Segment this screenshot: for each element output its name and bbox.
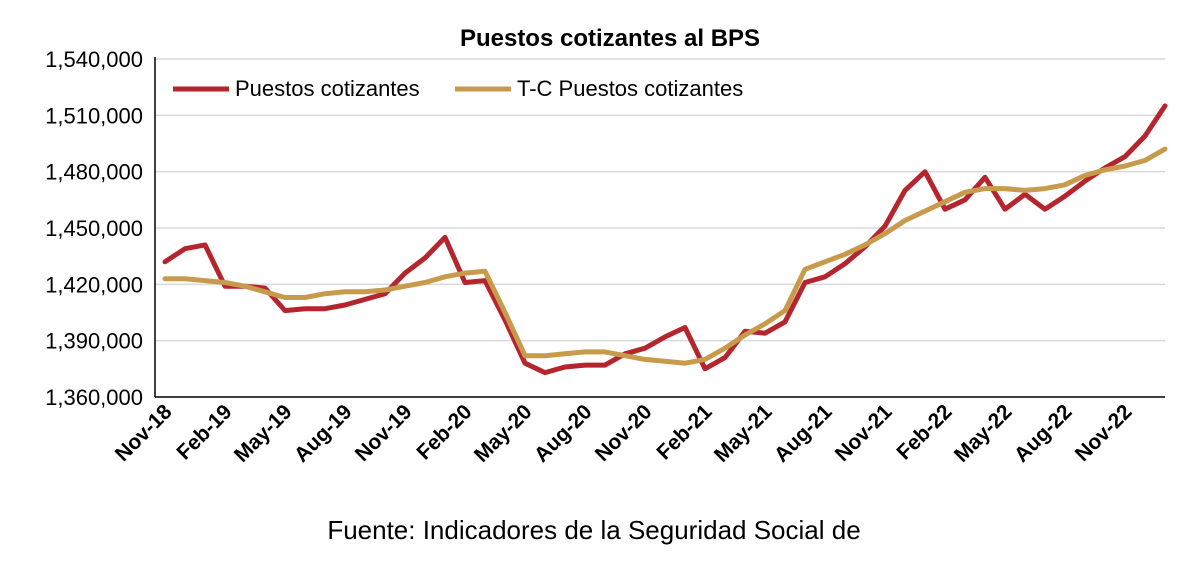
axes bbox=[154, 57, 1165, 398]
y-axis-ticks: 1,360,000 1,390,000 1,420,000 1,450,000 1,48… bbox=[45, 47, 143, 410]
source-note: Fuente: Indicadores de la Seguridad Soci… bbox=[327, 515, 861, 545]
legend-label: T-C Puestos cotizantes bbox=[517, 76, 743, 101]
x-tick-label: Feb-22 bbox=[892, 400, 956, 464]
x-tick-label: May-22 bbox=[950, 400, 1017, 467]
y-tick-label: 1,480,000 bbox=[45, 160, 143, 185]
x-tick-label: Aug-21 bbox=[770, 400, 837, 467]
x-tick-label: Nov-19 bbox=[351, 400, 417, 466]
gridlines bbox=[155, 58, 1165, 342]
y-tick-label: 1,450,000 bbox=[45, 216, 143, 241]
series-line-2 bbox=[162, 146, 1168, 366]
y-tick-label: 1,540,000 bbox=[45, 47, 143, 72]
x-tick-label: May-19 bbox=[230, 400, 297, 467]
y-tick-label: 1,360,000 bbox=[45, 385, 143, 410]
x-axis-ticks: Nov-18Feb-19May-19Aug-19Nov-19Feb-20May-… bbox=[111, 400, 1137, 467]
y-tick-label: 1,390,000 bbox=[45, 329, 143, 354]
series-lines bbox=[162, 103, 1168, 376]
x-tick-label: Aug-20 bbox=[530, 400, 597, 467]
y-tick-label: 1,510,000 bbox=[45, 103, 143, 128]
x-tick-label: May-21 bbox=[710, 400, 777, 467]
x-tick-label: Feb-21 bbox=[652, 400, 716, 464]
x-tick-label: Aug-19 bbox=[290, 400, 357, 467]
x-tick-label: May-20 bbox=[470, 400, 537, 467]
legend: Puestos cotizantes T-C Puestos cotizantes bbox=[173, 76, 743, 101]
x-tick-label: Nov-22 bbox=[1071, 400, 1137, 466]
x-tick-label: Aug-22 bbox=[1010, 400, 1077, 467]
x-tick-label: Nov-20 bbox=[591, 400, 657, 466]
x-tick-label: Feb-20 bbox=[412, 400, 476, 464]
x-tick-label: Feb-19 bbox=[172, 400, 236, 464]
x-tick-label: Nov-21 bbox=[831, 400, 897, 466]
chart-title: Puestos cotizantes al BPS bbox=[460, 25, 760, 52]
y-tick-label: 1,420,000 bbox=[45, 272, 143, 297]
legend-label: Puestos cotizantes bbox=[235, 76, 420, 101]
series-line-1 bbox=[162, 103, 1168, 376]
